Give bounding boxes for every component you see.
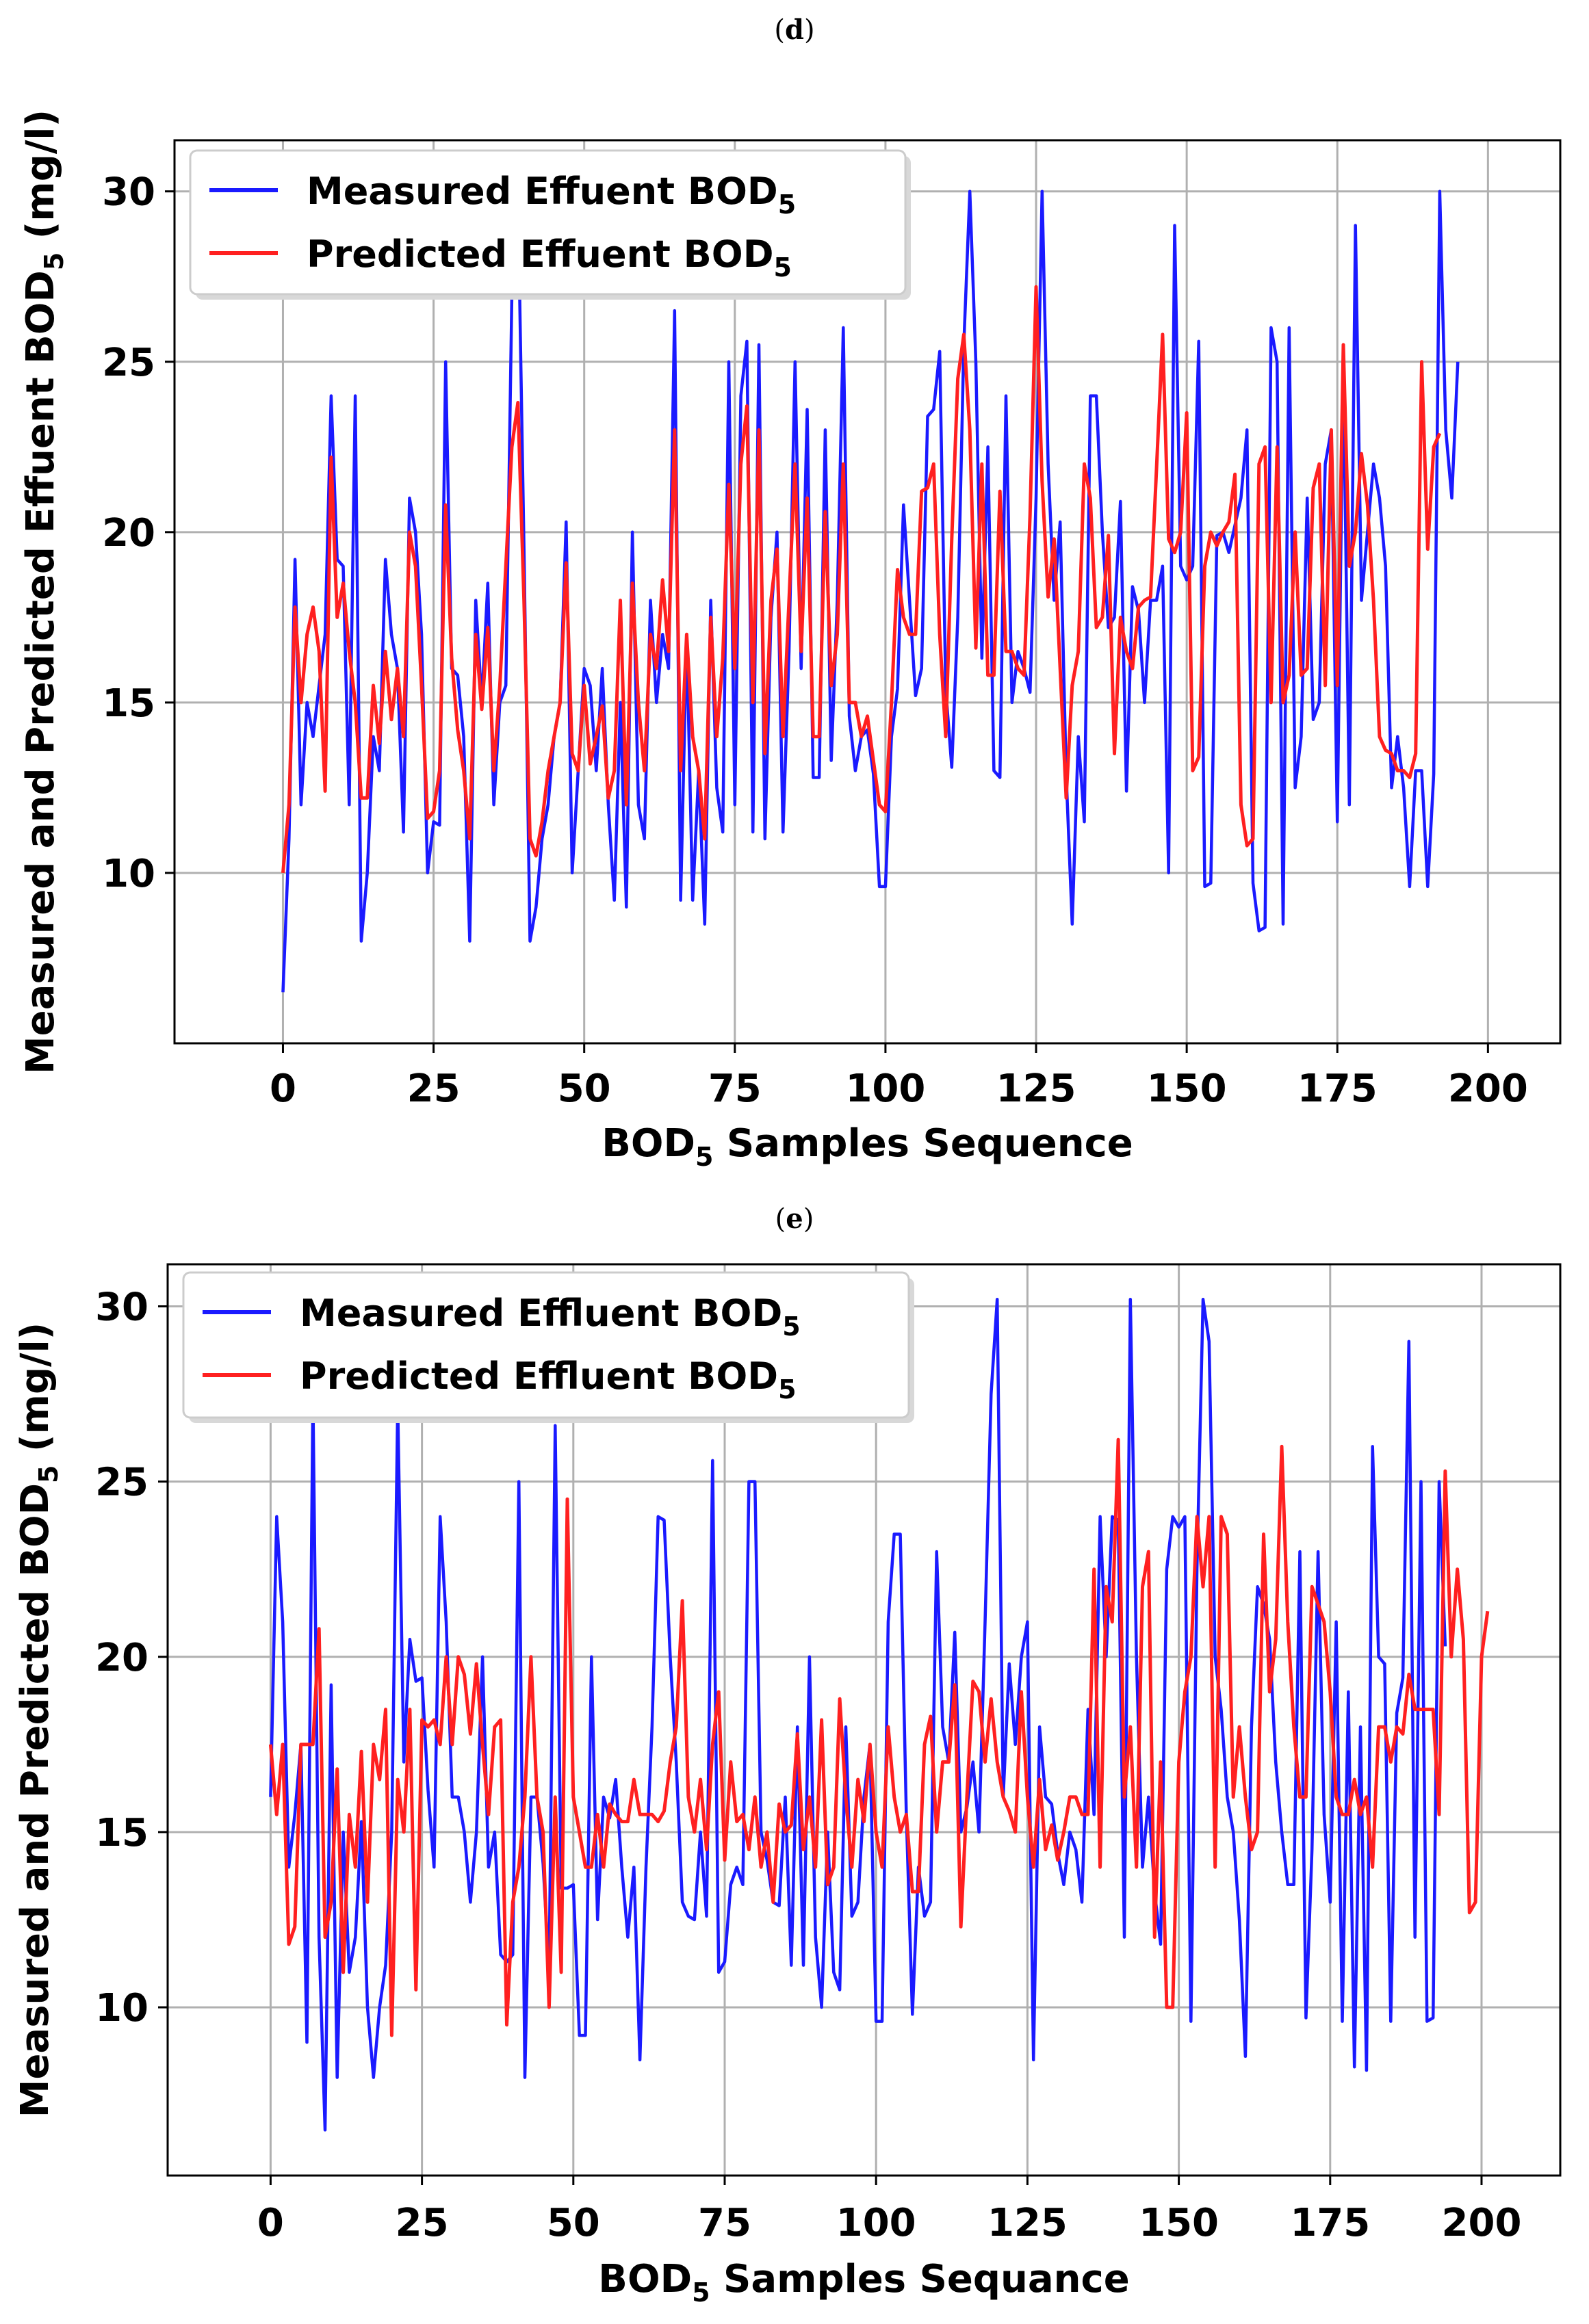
- series-line-predicted: [281, 285, 1442, 874]
- x-tick-label: 125: [996, 1067, 1076, 1111]
- x-tick-label: 150: [1147, 1067, 1227, 1111]
- chart-d: 0 25 50 75 100 125 150 175 200 10 15 20 25 30 BOD5 Sam…: [18, 109, 1562, 1172]
- y-tick-label: 15: [102, 681, 155, 726]
- x-tick-label: 75: [708, 1067, 762, 1111]
- x-tick-label: 125: [987, 2201, 1068, 2245]
- y-axis-title: Measured and Predicted Effuent BOD5 (mg/…: [18, 109, 69, 1074]
- series-line-measured: [269, 1297, 1447, 2132]
- legend: Measured Effluent BOD5 Predicted Effluent…: [182, 1271, 914, 1423]
- x-tick-label: 50: [558, 1067, 611, 1111]
- x-tick-label: 0: [257, 2201, 284, 2245]
- x-tick-label: 0: [270, 1067, 296, 1111]
- y-tick-label: 10: [102, 852, 155, 896]
- x-tick-label: 150: [1139, 2201, 1219, 2245]
- legend-label-predicted: Predicted Effluent BOD5: [300, 1355, 797, 1405]
- x-tick-label: 175: [1290, 2201, 1370, 2245]
- x-axis-title: BOD5 Samples Sequance: [598, 2257, 1129, 2308]
- x-tick-label: 25: [396, 2201, 449, 2245]
- x-tick-label: 100: [845, 1067, 925, 1111]
- x-tick-label: 100: [836, 2201, 916, 2245]
- y-tick-label: 25: [95, 1461, 148, 1505]
- plot-frame: [166, 1263, 1562, 2177]
- y-tick-label: 30: [95, 1285, 148, 1329]
- x-tick-label: 200: [1442, 2201, 1522, 2245]
- x-tick-label: 200: [1448, 1067, 1528, 1111]
- legend: Measured Effuent BOD5 Predicted Effuent B…: [189, 149, 911, 300]
- panel-label-d: (d): [774, 14, 815, 46]
- y-tick-label: 25: [102, 341, 155, 385]
- x-axis-title: BOD5 Samples Sequence: [602, 1121, 1133, 1172]
- legend-box: [189, 149, 907, 296]
- y-tick-label: 20: [102, 511, 155, 556]
- panel-label-e: (e): [775, 1203, 814, 1235]
- y-axis-title: Measured and Predicted BOD5 (mg/l): [13, 1322, 64, 2118]
- legend-label-measured: Measured Effluent BOD5: [300, 1292, 801, 1342]
- x-tick-label: 75: [698, 2201, 751, 2245]
- chart-e: 0 25 50 75 100 125 150 175 200 10 15 20 25 30 BOD5 Sam…: [13, 1263, 1562, 2308]
- y-tick-label: 10: [95, 1986, 148, 2031]
- legend-box: [182, 1271, 910, 1419]
- y-tick-label: 30: [102, 170, 155, 215]
- legend-label-measured: Measured Effuent BOD5: [307, 170, 796, 220]
- legend-label-predicted: Predicted Effuent BOD5: [307, 233, 792, 283]
- y-tick-label: 15: [95, 1811, 148, 1855]
- plot-frame: [173, 139, 1562, 1045]
- x-tick-label: 50: [547, 2201, 600, 2245]
- x-tick-label: 25: [407, 1067, 461, 1111]
- series-line-predicted: [268, 1437, 1490, 2037]
- x-tick-label: 175: [1297, 1067, 1378, 1111]
- y-tick-label: 20: [95, 1636, 148, 1680]
